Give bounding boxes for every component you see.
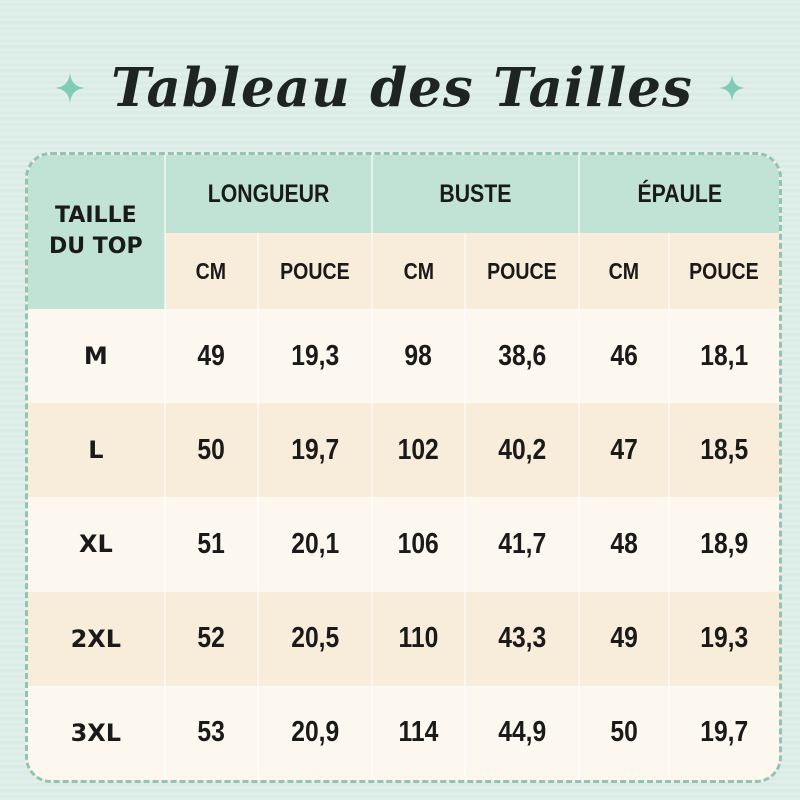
table-row-m: M 49 19,3 98 38,6 46 18,1 [28, 309, 779, 404]
value-cell: 52 [164, 591, 259, 686]
value-cell: 40,2 [465, 403, 581, 498]
table-row-2xl: 2XL 52 20,5 110 43,3 49 19,3 [28, 591, 779, 686]
value-cell: 53 [164, 685, 259, 780]
unit-header-pouce: POUCE [465, 233, 581, 309]
table-row-xl: XL 51 20,1 106 41,7 48 18,9 [28, 497, 779, 592]
size-cell: L [28, 403, 166, 498]
value-cell: 44,9 [465, 685, 581, 780]
unit-header-cm: CM [164, 233, 259, 309]
page-title: Tableau des Tailles [111, 57, 693, 119]
size-table-card: TAILLE DU TOP LONGUEUR BUSTE ÉPAULE CM P… [25, 152, 782, 783]
size-cell: 3XL [28, 685, 166, 780]
column-group-epaule: ÉPAULE [579, 155, 779, 233]
column-group-buste: BUSTE [371, 155, 581, 233]
value-cell: 43,3 [465, 591, 581, 686]
value-cell: 18,5 [668, 403, 779, 498]
value-cell: 19,3 [668, 591, 779, 686]
size-table: TAILLE DU TOP LONGUEUR BUSTE ÉPAULE CM P… [28, 155, 779, 780]
value-cell: 48 [579, 497, 670, 592]
unit-header-pouce: POUCE [668, 233, 779, 309]
value-cell: 47 [579, 403, 670, 498]
group-header-row: TAILLE DU TOP LONGUEUR BUSTE ÉPAULE [28, 155, 779, 309]
size-cell: XL [28, 497, 166, 592]
value-cell: 41,7 [465, 497, 581, 592]
value-cell: 18,1 [668, 309, 779, 404]
value-cell: 110 [371, 591, 467, 686]
unit-header-cm: CM [371, 233, 467, 309]
sparkle-icon [55, 73, 86, 103]
value-cell: 106 [371, 497, 467, 592]
value-cell: 51 [164, 497, 259, 592]
value-cell: 102 [371, 403, 467, 498]
table-row-l: L 50 19,7 102 40,2 47 18,5 [28, 403, 779, 498]
column-group-longueur: LONGUEUR [164, 155, 373, 233]
unit-header-cm: CM [579, 233, 670, 309]
value-cell: 50 [164, 403, 259, 498]
value-cell: 50 [579, 685, 670, 780]
size-cell: 2XL [28, 591, 166, 686]
value-cell: 38,6 [465, 309, 581, 404]
value-cell: 49 [164, 309, 259, 404]
value-cell: 46 [579, 309, 670, 404]
corner-header: TAILLE DU TOP [28, 155, 166, 309]
value-cell: 49 [579, 591, 670, 686]
value-cell: 98 [371, 309, 467, 404]
value-cell: 20,5 [257, 591, 373, 686]
value-cell: 114 [371, 685, 467, 780]
sparkle-icon [718, 75, 745, 101]
value-cell: 18,9 [668, 497, 779, 592]
value-cell: 20,9 [257, 685, 373, 780]
value-cell: 19,3 [257, 309, 373, 404]
unit-header-row: CM POUCE CM POUCE CM POUCE [28, 233, 779, 309]
value-cell: 20,1 [257, 497, 373, 592]
value-cell: 19,7 [257, 403, 373, 498]
table-row-3xl: 3XL 53 20,9 114 44,9 50 19,7 [28, 685, 779, 780]
title-row: Tableau des Tailles [0, 46, 800, 130]
value-cell: 19,7 [668, 685, 779, 780]
unit-header-pouce: POUCE [257, 233, 373, 309]
size-cell: M [28, 309, 166, 404]
